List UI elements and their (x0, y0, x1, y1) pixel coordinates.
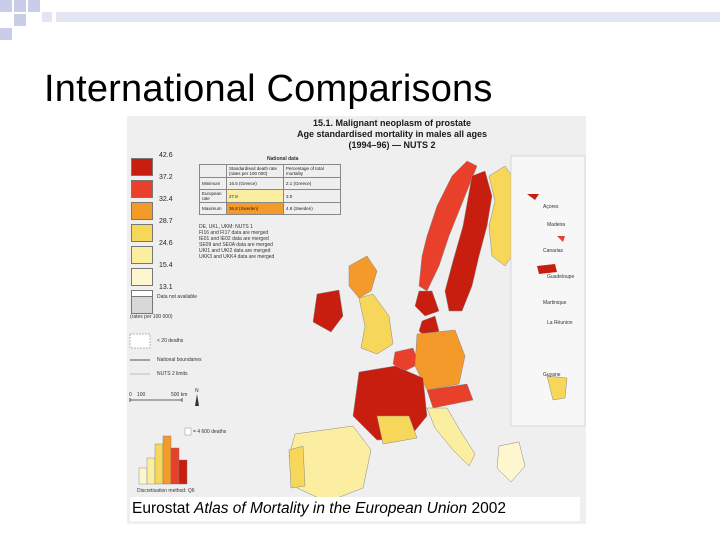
legend-value: 32.4 (159, 196, 173, 203)
map-note: UKI1 and UKI2 data are merged (199, 248, 271, 254)
legend-class-5: 15.4 (129, 262, 249, 296)
legend-value: 42.6 (159, 152, 173, 159)
inset-label: La Réunion (547, 320, 573, 326)
legend-rates-unit: (rates per 100 000) (130, 314, 173, 320)
legend-national-boundaries: National boundaries (157, 357, 202, 363)
europe-choropleth-map (127, 116, 586, 524)
figure-caption: Eurostat Atlas of Mortality in the Europ… (130, 497, 580, 521)
legend-value: 13.1 (159, 284, 173, 291)
national-data-heading: National data (267, 156, 299, 162)
region-ireland (312, 289, 344, 333)
region-greece (496, 441, 526, 483)
legend-value: 37.2 (159, 174, 173, 181)
map-note: DE, UKL, UKM: NUTS 1 (199, 224, 253, 230)
region-germany (414, 329, 466, 391)
region-portugal (288, 445, 306, 489)
inset-label: Madeira (547, 222, 566, 228)
mortality-map-figure: 15.1. Malignant neoplasm of prostate Age… (127, 116, 586, 524)
legend-class-2: 32.4 (129, 196, 249, 230)
region-scotland (348, 255, 378, 299)
region-england (358, 293, 394, 355)
legend-swatch (131, 246, 153, 264)
region-italy (426, 407, 476, 467)
discretisation-method: Discretisation method: Q6 (137, 488, 195, 494)
histogram-label: = 4 600 deaths (193, 429, 227, 435)
legend-value: 15.4 (159, 262, 173, 269)
legend-value: 28.7 (159, 218, 173, 225)
legend-nuts2-limits: NUTS 2 limits (157, 371, 188, 377)
north-arrow-label: N (195, 388, 199, 394)
legend-swatch (131, 202, 153, 220)
legend-not-available: Data not available (157, 294, 198, 300)
scale-mid: 100 (137, 392, 146, 398)
map-note: UKK3 and UKK4 data are merged (199, 254, 275, 260)
scale-start: 0 (129, 392, 132, 398)
class-histogram (138, 427, 192, 485)
national-data-table: Standardised death rate (rates per 100 0… (199, 164, 341, 215)
legend-value: 24.6 (159, 240, 173, 247)
legend-swatch (131, 158, 153, 176)
map-title: 15.1. Malignant neoplasm of prostate Age… (296, 118, 488, 150)
region-sweden (444, 170, 493, 312)
map-note: SE09 and SE0A data are merged (199, 242, 273, 248)
map-note: FI16 and FI17 data are merged (199, 230, 269, 236)
region-norway-south (414, 290, 440, 317)
inset-label: Açores (543, 204, 559, 210)
slide-title: International Comparisons (44, 68, 493, 110)
inset-label: Canarias (543, 248, 564, 254)
map-note: IE01 and IE02 data are merged (199, 236, 269, 242)
legend-swatch-not-available (131, 296, 153, 314)
region-france-south (376, 415, 418, 445)
region-benelux (392, 347, 420, 373)
region-norway (418, 160, 478, 292)
legend-swatch (131, 180, 153, 198)
slide-decoration (0, 0, 720, 40)
legend-class-1: 37.2 (129, 174, 249, 208)
legend-swatch (131, 224, 153, 242)
legend-class-4: 24.6 (129, 240, 249, 274)
inset-label: Guyane (543, 372, 561, 378)
legend-swatch (131, 268, 153, 286)
legend-class-0: 42.6 (129, 152, 249, 186)
inset-label: Martinique (543, 300, 567, 306)
inset-label: Guadeloupe (547, 274, 575, 280)
map-notes: DE, UKL, UKM: NUTS 1 FI16 and FI17 data a… (199, 224, 274, 260)
legend-class-3: 28.7 (129, 218, 249, 252)
legend-few-deaths: < 20 deaths (157, 338, 184, 344)
scale-end: 500 km (171, 392, 188, 398)
region-austria (426, 383, 474, 409)
